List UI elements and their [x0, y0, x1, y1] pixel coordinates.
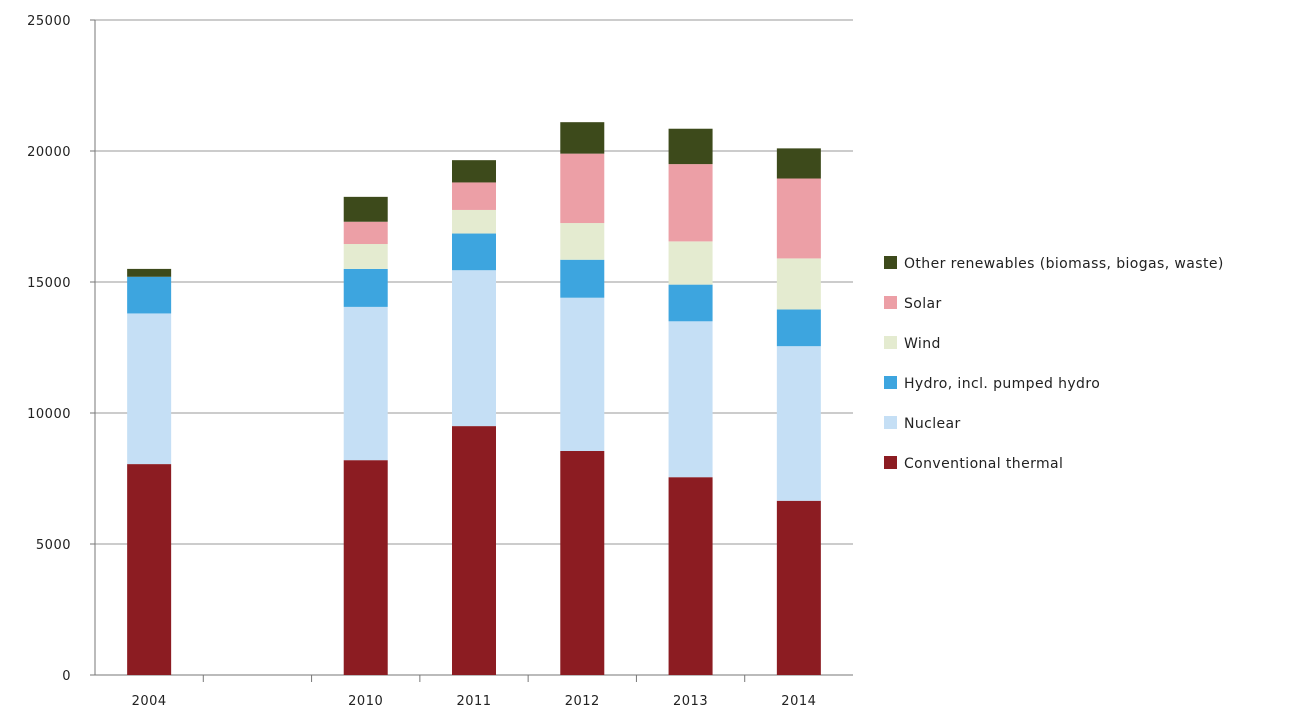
- legend: Other renewables (biomass, biogas, waste…: [884, 256, 1224, 472]
- bar-segment-2013-0: [668, 477, 713, 675]
- bar-segment-2010-2: [343, 268, 388, 307]
- legend-item: Solar: [884, 296, 942, 312]
- legend-label: Nuclear: [904, 416, 961, 432]
- bar-segment-2014-5: [776, 148, 821, 179]
- bar-segment-2014-0: [776, 500, 821, 675]
- legend-swatch: [884, 336, 897, 349]
- bar-segment-2011-4: [452, 182, 496, 210]
- bar-segment-2004-2: [127, 276, 172, 314]
- legend-label: Hydro, incl. pumped hydro: [904, 376, 1100, 392]
- bar-segment-2004-0: [127, 464, 172, 675]
- legend-label: Conventional thermal: [904, 456, 1063, 472]
- legend-item: Nuclear: [884, 416, 961, 432]
- bar-segment-2010-3: [343, 244, 388, 269]
- legend-swatch: [884, 416, 897, 429]
- bar-segment-2013-5: [668, 128, 713, 165]
- bar-segment-2010-5: [343, 196, 388, 222]
- bar-segment-2014-4: [776, 178, 821, 259]
- bar-segment-2012-0: [560, 450, 605, 675]
- legend-swatch: [884, 296, 897, 309]
- x-tick-label: 2004: [132, 694, 167, 709]
- bar-segment-2012-1: [560, 297, 605, 451]
- x-tick-label: 2010: [348, 694, 383, 709]
- bar-segment-2012-4: [560, 153, 605, 224]
- legend-swatch: [884, 376, 897, 389]
- bar-segment-2011-5: [452, 160, 496, 183]
- bar-segment-2013-3: [668, 241, 713, 285]
- legend-swatch: [884, 256, 897, 269]
- bar-segment-2014-1: [776, 346, 821, 501]
- bar-segment-2011-0: [452, 426, 496, 675]
- legend-item: Wind: [884, 336, 941, 352]
- bar-segment-2010-4: [343, 221, 388, 245]
- legend-item: Conventional thermal: [884, 456, 1063, 472]
- legend-swatch: [884, 456, 897, 469]
- legend-label: Wind: [904, 336, 941, 352]
- y-tick-labels: 0 5000 10000 15000 20000 25000: [27, 14, 71, 684]
- bar-segment-2010-0: [343, 460, 388, 675]
- legend-label: Solar: [904, 296, 942, 312]
- legend-item: Hydro, incl. pumped hydro: [884, 376, 1100, 392]
- bar-segment-2012-3: [560, 223, 605, 260]
- bar-segment-2014-3: [776, 258, 821, 310]
- x-tick-label: 2012: [565, 694, 600, 709]
- bar-segment-2004-1: [127, 313, 172, 465]
- bar-segment-2004-5: [127, 268, 172, 277]
- bar-segment-2011-3: [452, 209, 496, 234]
- x-tick-label: 2011: [456, 694, 491, 709]
- legend-label: Other renewables (biomass, biogas, waste…: [904, 256, 1224, 272]
- y-tick-label: 10000: [27, 407, 71, 422]
- y-tick-label: 20000: [27, 145, 71, 160]
- bars: [127, 122, 821, 675]
- bar-segment-2010-1: [343, 306, 388, 461]
- bar-segment-2013-1: [668, 321, 713, 478]
- x-tick-label: 2014: [781, 694, 816, 709]
- bar-segment-2013-2: [668, 284, 713, 322]
- bar-segment-2011-1: [452, 270, 496, 427]
- bar-segment-2012-5: [560, 122, 605, 154]
- y-tick-label: 25000: [27, 14, 71, 29]
- x-tick-labels: 2004 2010 2011 2012 2013 2014: [132, 694, 816, 709]
- legend-item: Other renewables (biomass, biogas, waste…: [884, 256, 1224, 272]
- bar-segment-2014-2: [776, 309, 821, 347]
- y-tick-label: 5000: [36, 538, 71, 553]
- bar-segment-2012-2: [560, 259, 605, 298]
- y-tick-label: 0: [62, 669, 71, 684]
- y-tick-label: 15000: [27, 276, 71, 291]
- x-tick-label: 2013: [673, 694, 708, 709]
- bar-segment-2011-2: [452, 233, 496, 271]
- bar-segment-2013-4: [668, 164, 713, 242]
